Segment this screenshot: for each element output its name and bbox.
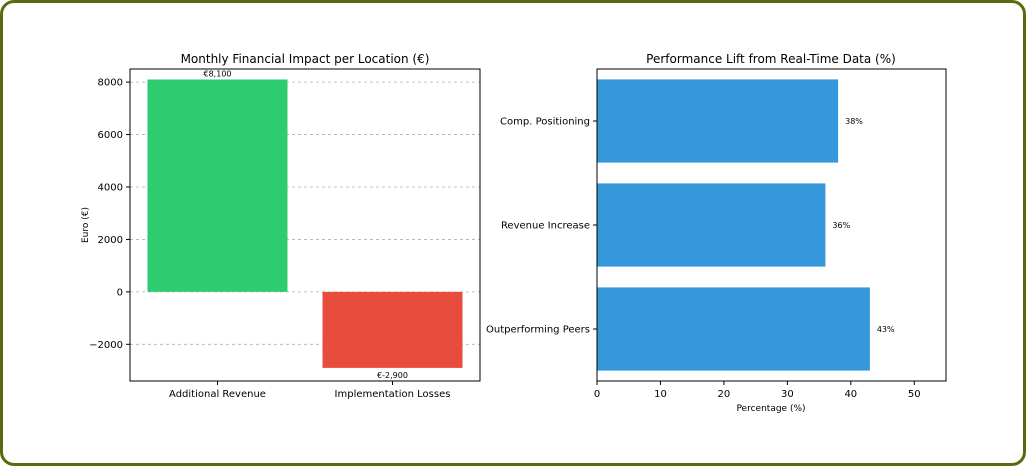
x-axis-ticks: 0 10 20 30 40 50 (594, 381, 921, 400)
data-label: 36% (832, 221, 850, 230)
bars (597, 79, 870, 371)
financial-impact-chart: Monthly Financial Impact per Location (€… (81, 52, 481, 400)
data-label: 43% (877, 325, 895, 334)
bar (597, 79, 839, 163)
y-tick-label: −2000 (89, 340, 123, 351)
x-axis-ticks: Additional Revenue Implementation Losses (169, 381, 450, 400)
bar (147, 79, 288, 292)
y-tick-label: 8000 (98, 78, 123, 89)
x-tick-label: 40 (844, 389, 857, 400)
y-tick-label: 2000 (98, 235, 123, 246)
bar (597, 183, 826, 267)
bars (147, 79, 463, 368)
y-tick-label: Outperforming Peers (486, 325, 590, 336)
y-tick-label: 4000 (98, 182, 123, 193)
grid-lines (130, 81, 480, 345)
y-axis-ticks: Outperforming Peers Revenue Increase Comp.… (486, 117, 597, 336)
x-tick-label: 0 (594, 389, 600, 400)
plot-area-frame (129, 68, 481, 382)
y-tick-label: 0 (117, 287, 123, 298)
chart-title: Monthly Financial Impact per Location (€… (181, 52, 430, 66)
y-tick-label: Revenue Increase (501, 221, 590, 232)
y-axis-label: Euro (€) (81, 207, 91, 243)
y-axis-ticks: −2000 0 2000 4000 6000 8000 (89, 78, 130, 351)
data-label: €-2,900 (377, 371, 408, 380)
x-tick-label: 30 (781, 389, 794, 400)
y-tick-label: 6000 (98, 130, 123, 141)
data-labels: €8,100 €-2,900 (204, 69, 408, 379)
y-tick-label: Comp. Positioning (500, 117, 590, 128)
performance-lift-chart: Performance Lift from Real-Time Data (%)… (486, 52, 947, 414)
x-tick-label: Additional Revenue (169, 389, 266, 400)
chart-title: Performance Lift from Real-Time Data (%) (646, 52, 896, 66)
bar (597, 287, 870, 371)
x-tick-label: 10 (654, 389, 667, 400)
x-tick-label: 50 (908, 389, 921, 400)
data-label: 38% (845, 117, 863, 126)
data-labels: 43% 36% 38% (832, 117, 895, 334)
data-label: €8,100 (204, 69, 232, 78)
x-tick-label: 20 (718, 389, 731, 400)
bar (322, 291, 463, 368)
x-axis-label: Percentage (%) (736, 404, 805, 414)
x-tick-label: Implementation Losses (335, 389, 451, 400)
